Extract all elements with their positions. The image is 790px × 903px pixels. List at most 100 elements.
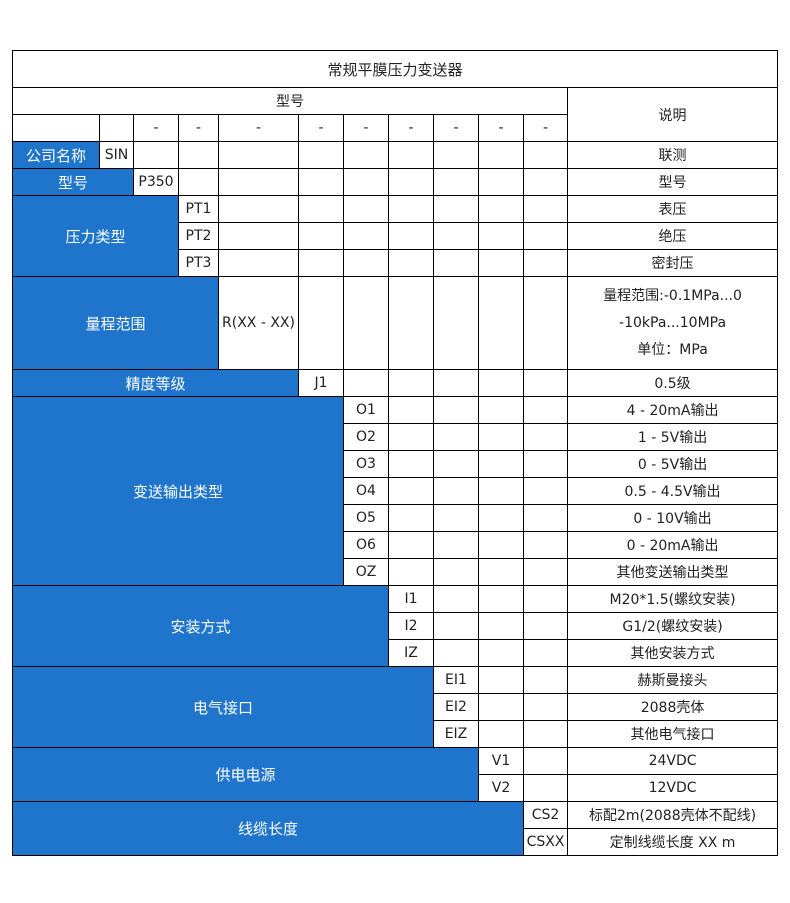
option-code: CS2	[523, 801, 568, 829]
option-row: O4 0.5 - 4.5V输出	[13, 477, 779, 505]
option-description: 0 - 5V输出	[566, 450, 779, 478]
empty-cell	[388, 276, 434, 370]
empty-cell	[478, 720, 524, 748]
option-description: 0 - 10V输出	[566, 504, 779, 532]
dash-cell: -	[523, 114, 568, 142]
option-description: G1/2(螺纹安装)	[566, 612, 779, 640]
option-code: OZ	[343, 558, 389, 586]
empty-cell	[433, 222, 479, 250]
option-code: EI2	[433, 693, 479, 721]
empty-cell	[523, 666, 568, 694]
empty-cell	[478, 666, 524, 694]
option-description: 绝压	[566, 222, 779, 250]
empty-cell	[478, 141, 524, 169]
option-description: 0 - 20mA输出	[566, 531, 779, 559]
empty-cell	[298, 141, 344, 169]
option-description: 1 - 5V输出	[566, 423, 779, 451]
empty-cell	[523, 504, 568, 532]
empty-cell	[218, 195, 299, 223]
option-code: I2	[388, 612, 434, 640]
group-label: 公司名称	[12, 141, 100, 169]
option-description: 12VDC	[566, 774, 779, 802]
empty-cell	[478, 450, 524, 478]
empty-cell	[433, 168, 479, 196]
option-row: 供电电源 V1 24VDC	[12, 747, 779, 802]
option-description: 定制线缆长度 XX m	[566, 828, 779, 856]
option-row: 精度等级 J1 0.5级	[12, 369, 779, 397]
empty-cell	[388, 450, 434, 478]
option-row: EIZ 其他电气接口	[13, 720, 779, 748]
empty-cell	[523, 612, 568, 640]
option-code: P350	[133, 168, 179, 196]
option-description: 表压	[566, 195, 779, 223]
empty-cell	[523, 141, 568, 169]
option-code: O3	[343, 450, 389, 478]
group-label: 供电电源	[12, 747, 479, 802]
dash-cell: -	[133, 114, 179, 142]
empty-cell	[298, 249, 344, 277]
option-row: EI2 2088壳体	[13, 693, 779, 721]
empty-cell	[478, 222, 524, 250]
dash-cell: -	[478, 114, 524, 142]
empty-cell	[343, 222, 389, 250]
dash-cell: -	[388, 114, 434, 142]
empty-cell	[478, 531, 524, 559]
empty-cell	[523, 276, 568, 370]
option-description: 2088壳体	[566, 693, 779, 721]
dash-row: ---------	[12, 114, 778, 142]
empty-cell	[343, 141, 389, 169]
empty-cell	[388, 558, 434, 586]
empty-cell	[523, 222, 568, 250]
group-label: 量程范围	[12, 276, 219, 370]
dash-cell: -	[298, 114, 344, 142]
empty-cell	[388, 168, 434, 196]
empty-cell	[388, 477, 434, 505]
empty-cell	[388, 195, 434, 223]
option-code: PT3	[178, 249, 219, 277]
empty-cell	[433, 531, 479, 559]
empty-cell	[388, 222, 434, 250]
option-code: O1	[343, 396, 389, 424]
empty-cell	[523, 477, 568, 505]
selection-table: 常规平膜压力变送器 型号 说明 --------- 公司名称 SIN 联测 型号 P35…	[11, 50, 779, 856]
empty-cell	[523, 168, 568, 196]
option-code: J1	[298, 369, 344, 397]
empty-cell	[433, 585, 479, 613]
empty-cell	[523, 531, 568, 559]
empty-cell	[433, 276, 479, 370]
empty-cell	[433, 396, 479, 424]
empty-cell	[388, 531, 434, 559]
empty-cell	[99, 114, 134, 142]
table-title: 常规平膜压力变送器	[11, 50, 779, 88]
description-line: 量程范围:-0.1MPa...0	[603, 287, 742, 304]
empty-cell	[218, 168, 299, 196]
empty-cell	[298, 222, 344, 250]
dash-cell: -	[343, 114, 389, 142]
empty-cell	[523, 396, 568, 424]
option-description: M20*1.5(螺纹安装)	[566, 585, 779, 613]
option-row: 线缆长度 CS2 标配2m(2088壳体不配线)	[12, 801, 779, 856]
option-code: R(XX - XX)	[218, 276, 299, 370]
empty-cell	[478, 249, 524, 277]
empty-cell	[388, 141, 434, 169]
option-row: 电气接口 EI1 赫斯曼接头	[12, 666, 779, 748]
empty-cell	[478, 693, 524, 721]
option-row: O3 0 - 5V输出	[13, 450, 779, 478]
option-code: PT2	[178, 222, 219, 250]
option-description: 量程范围:-0.1MPa...0 -10kPa...10MPa 单位：MPa	[566, 276, 779, 370]
empty-cell	[343, 369, 389, 397]
empty-cell	[433, 249, 479, 277]
option-row: I2 G1/2(螺纹安装)	[13, 612, 779, 640]
empty-cell	[388, 504, 434, 532]
empty-cell	[478, 195, 524, 223]
empty-cell	[388, 396, 434, 424]
option-row: 公司名称 SIN 联测	[12, 141, 779, 169]
option-description: 赫斯曼接头	[566, 666, 779, 694]
option-row: OZ 其他变送输出类型	[13, 558, 779, 586]
option-description: 型号	[566, 168, 779, 196]
empty-cell	[218, 141, 299, 169]
empty-cell	[523, 585, 568, 613]
option-description: 0.5级	[566, 369, 779, 397]
option-code: O2	[343, 423, 389, 451]
option-row: O5 0 - 10V输出	[13, 504, 779, 532]
